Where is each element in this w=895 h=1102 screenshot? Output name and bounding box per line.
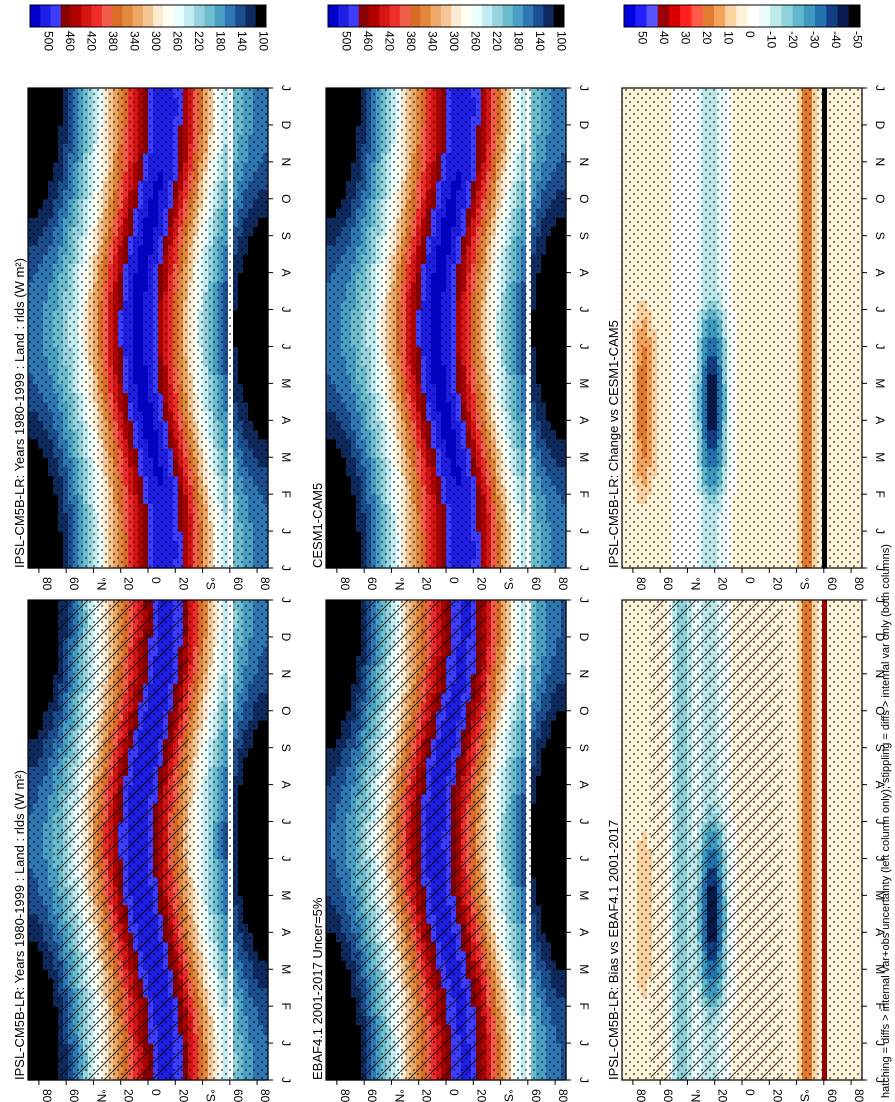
chart-panel-0: 80 60 °N 20 0 20 °S 60 80 J J F M A M J J A S O N D J IPSL-CM5B… bbox=[12, 516, 293, 1102]
lat-tick-label: 20 bbox=[122, 1089, 136, 1102]
month-tick-label: J bbox=[279, 819, 293, 825]
panel-title: IPSL-CM5B-LR: Years 1980-1999 : Land : r… bbox=[12, 770, 27, 1080]
month-tick-label: M bbox=[279, 890, 293, 900]
month-tick-label: A bbox=[279, 781, 293, 789]
month-tick-label: F bbox=[279, 1002, 293, 1009]
lat-tick-label: °S bbox=[204, 1089, 218, 1102]
lat-tick-label: 20 bbox=[176, 1089, 190, 1102]
month-tick-label: J bbox=[279, 1040, 293, 1046]
month-tick-label: D bbox=[279, 633, 293, 642]
lat-tick-label: °N bbox=[94, 1089, 108, 1102]
hatching bbox=[56, 600, 189, 1080]
lat-tick-label: 80 bbox=[258, 1089, 272, 1102]
month-tick-label: A bbox=[279, 928, 293, 936]
footnote: hatching = diffs > internal var+obs unce… bbox=[880, 544, 892, 1098]
lat-tick-label: 0 bbox=[149, 1089, 163, 1096]
month-tick-label: J bbox=[279, 597, 293, 603]
month-tick-label: N bbox=[279, 670, 293, 679]
chart-panel-1: 80 60 °N 20 0 20 °S 60 80JJFMAMJJASONDJIPSL-CM5B… bbox=[12, 4, 293, 591]
month-tick-label: S bbox=[279, 744, 293, 752]
lat-tick-label: 60 bbox=[67, 1089, 81, 1102]
lat-tick-label: 80 bbox=[40, 1089, 54, 1102]
month-tick-label: M bbox=[279, 964, 293, 974]
month-tick-label: J bbox=[279, 1077, 293, 1083]
lat-tick-label: 60 bbox=[231, 1089, 245, 1102]
month-tick-label: O bbox=[279, 706, 293, 715]
month-tick-label: J bbox=[279, 855, 293, 861]
